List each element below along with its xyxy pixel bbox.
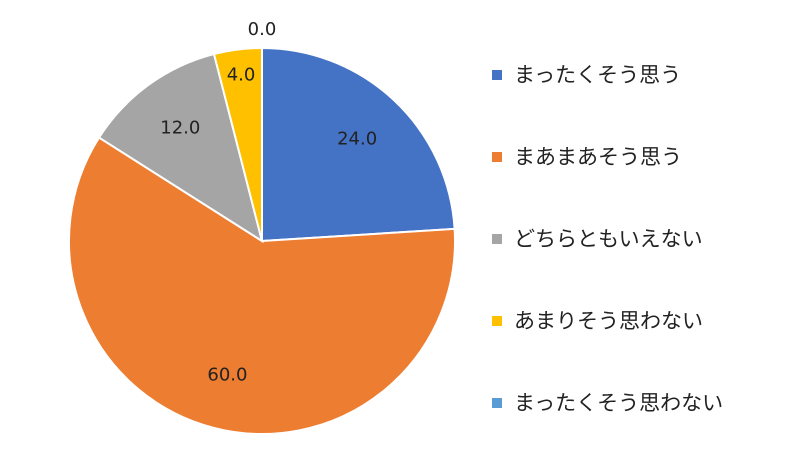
legend-item-2: まあまあそう思う [492, 140, 792, 222]
pie-slice-3 [97, 52, 264, 244]
legend-swatch-1 [492, 70, 502, 80]
data-label-5: 0.0 [248, 19, 277, 40]
legend-swatch-2 [492, 152, 502, 162]
data-label-2: 60.0 [207, 365, 247, 386]
legend-item-1: まったくそう思う [492, 58, 792, 140]
legend-item-3: どちらともいえない [492, 222, 792, 304]
legend-swatch-4 [492, 316, 502, 326]
data-label-4: 4.0 [227, 64, 256, 85]
legend-label-4: あまりそう思わない [514, 309, 703, 333]
legend-item-5: まったくそう思わない [492, 386, 792, 468]
legend-label-1: まったくそう思う [514, 63, 682, 87]
legend-label-3: どちらともいえない [514, 227, 703, 251]
data-label-3: 12.0 [160, 118, 200, 139]
legend-label-2: まあまあそう思う [514, 145, 682, 169]
pie-slice-2 [68, 136, 456, 435]
pie-slice-4 [212, 46, 263, 242]
legend: まったくそう思う まあまあそう思う どちらともいえない あまりそう思わない まったくそう… [492, 58, 792, 468]
legend-swatch-3 [492, 234, 502, 244]
pie-slice-1 [261, 46, 456, 243]
legend-swatch-5 [492, 398, 502, 408]
legend-item-4: あまりそう思わない [492, 304, 792, 386]
data-label-1: 24.0 [337, 129, 377, 150]
legend-label-5: まったくそう思わない [514, 391, 724, 415]
